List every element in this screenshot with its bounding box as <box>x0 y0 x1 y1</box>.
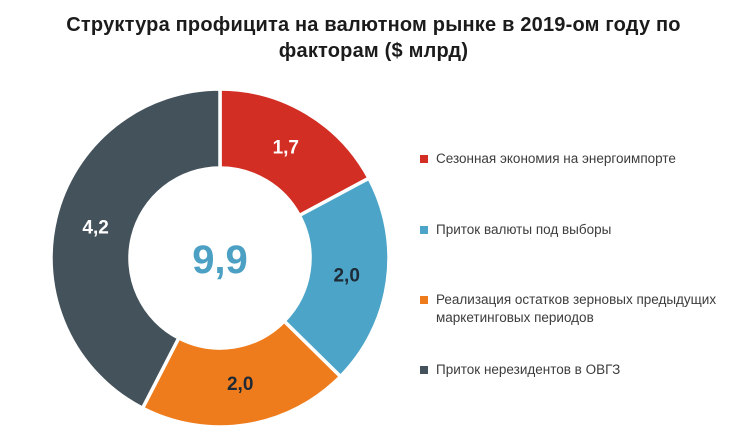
legend-label: Реализация остатков зерновых предыдущих … <box>436 292 717 325</box>
chart-legend: Сезонная экономия на энергоимпорте Прито… <box>420 0 742 431</box>
legend-marker-icon <box>420 296 428 304</box>
segment-value-label-2: 2,0 <box>227 374 253 395</box>
chart-title: Структура профицита на валютном рынке в … <box>0 12 747 64</box>
segment-value-label-0: 1,7 <box>273 138 299 159</box>
legend-label: Приток валюты под выборы <box>436 222 612 237</box>
segment-value-label-3: 4,2 <box>82 217 108 238</box>
legend-marker-icon <box>420 155 428 163</box>
chart-title-line2: факторам ($ млрд) <box>278 40 469 62</box>
chart-title-line1: Структура профицита на валютном рынке в … <box>66 14 681 36</box>
legend-label: Приток нерезидентов в ОВГЗ <box>436 362 621 377</box>
legend-item-seasonal-energy-savings: Сезонная экономия на энергоимпорте <box>420 150 738 168</box>
donut-center-total-label: 9,9 <box>192 238 248 282</box>
legend-label: Сезонная экономия на энергоимпорте <box>436 151 676 166</box>
segment-value-label-1: 2,0 <box>333 266 359 287</box>
donut-segment-2 <box>140 319 343 429</box>
legend-item-nonresident-bond-inflow: Приток нерезидентов в ОВГЗ <box>420 361 738 379</box>
donut-segment-1 <box>282 176 391 379</box>
legend-marker-icon <box>420 366 428 374</box>
donut-chart: 1,7 2,0 2,0 4,2 9,9 <box>49 87 391 429</box>
legend-item-election-currency-inflow: Приток валюты под выборы <box>420 221 738 239</box>
donut-segment-3 <box>49 87 222 410</box>
legend-item-grain-stock-sales: Реализация остатков зерновых предыдущих … <box>420 291 738 326</box>
legend-marker-icon <box>420 226 428 234</box>
